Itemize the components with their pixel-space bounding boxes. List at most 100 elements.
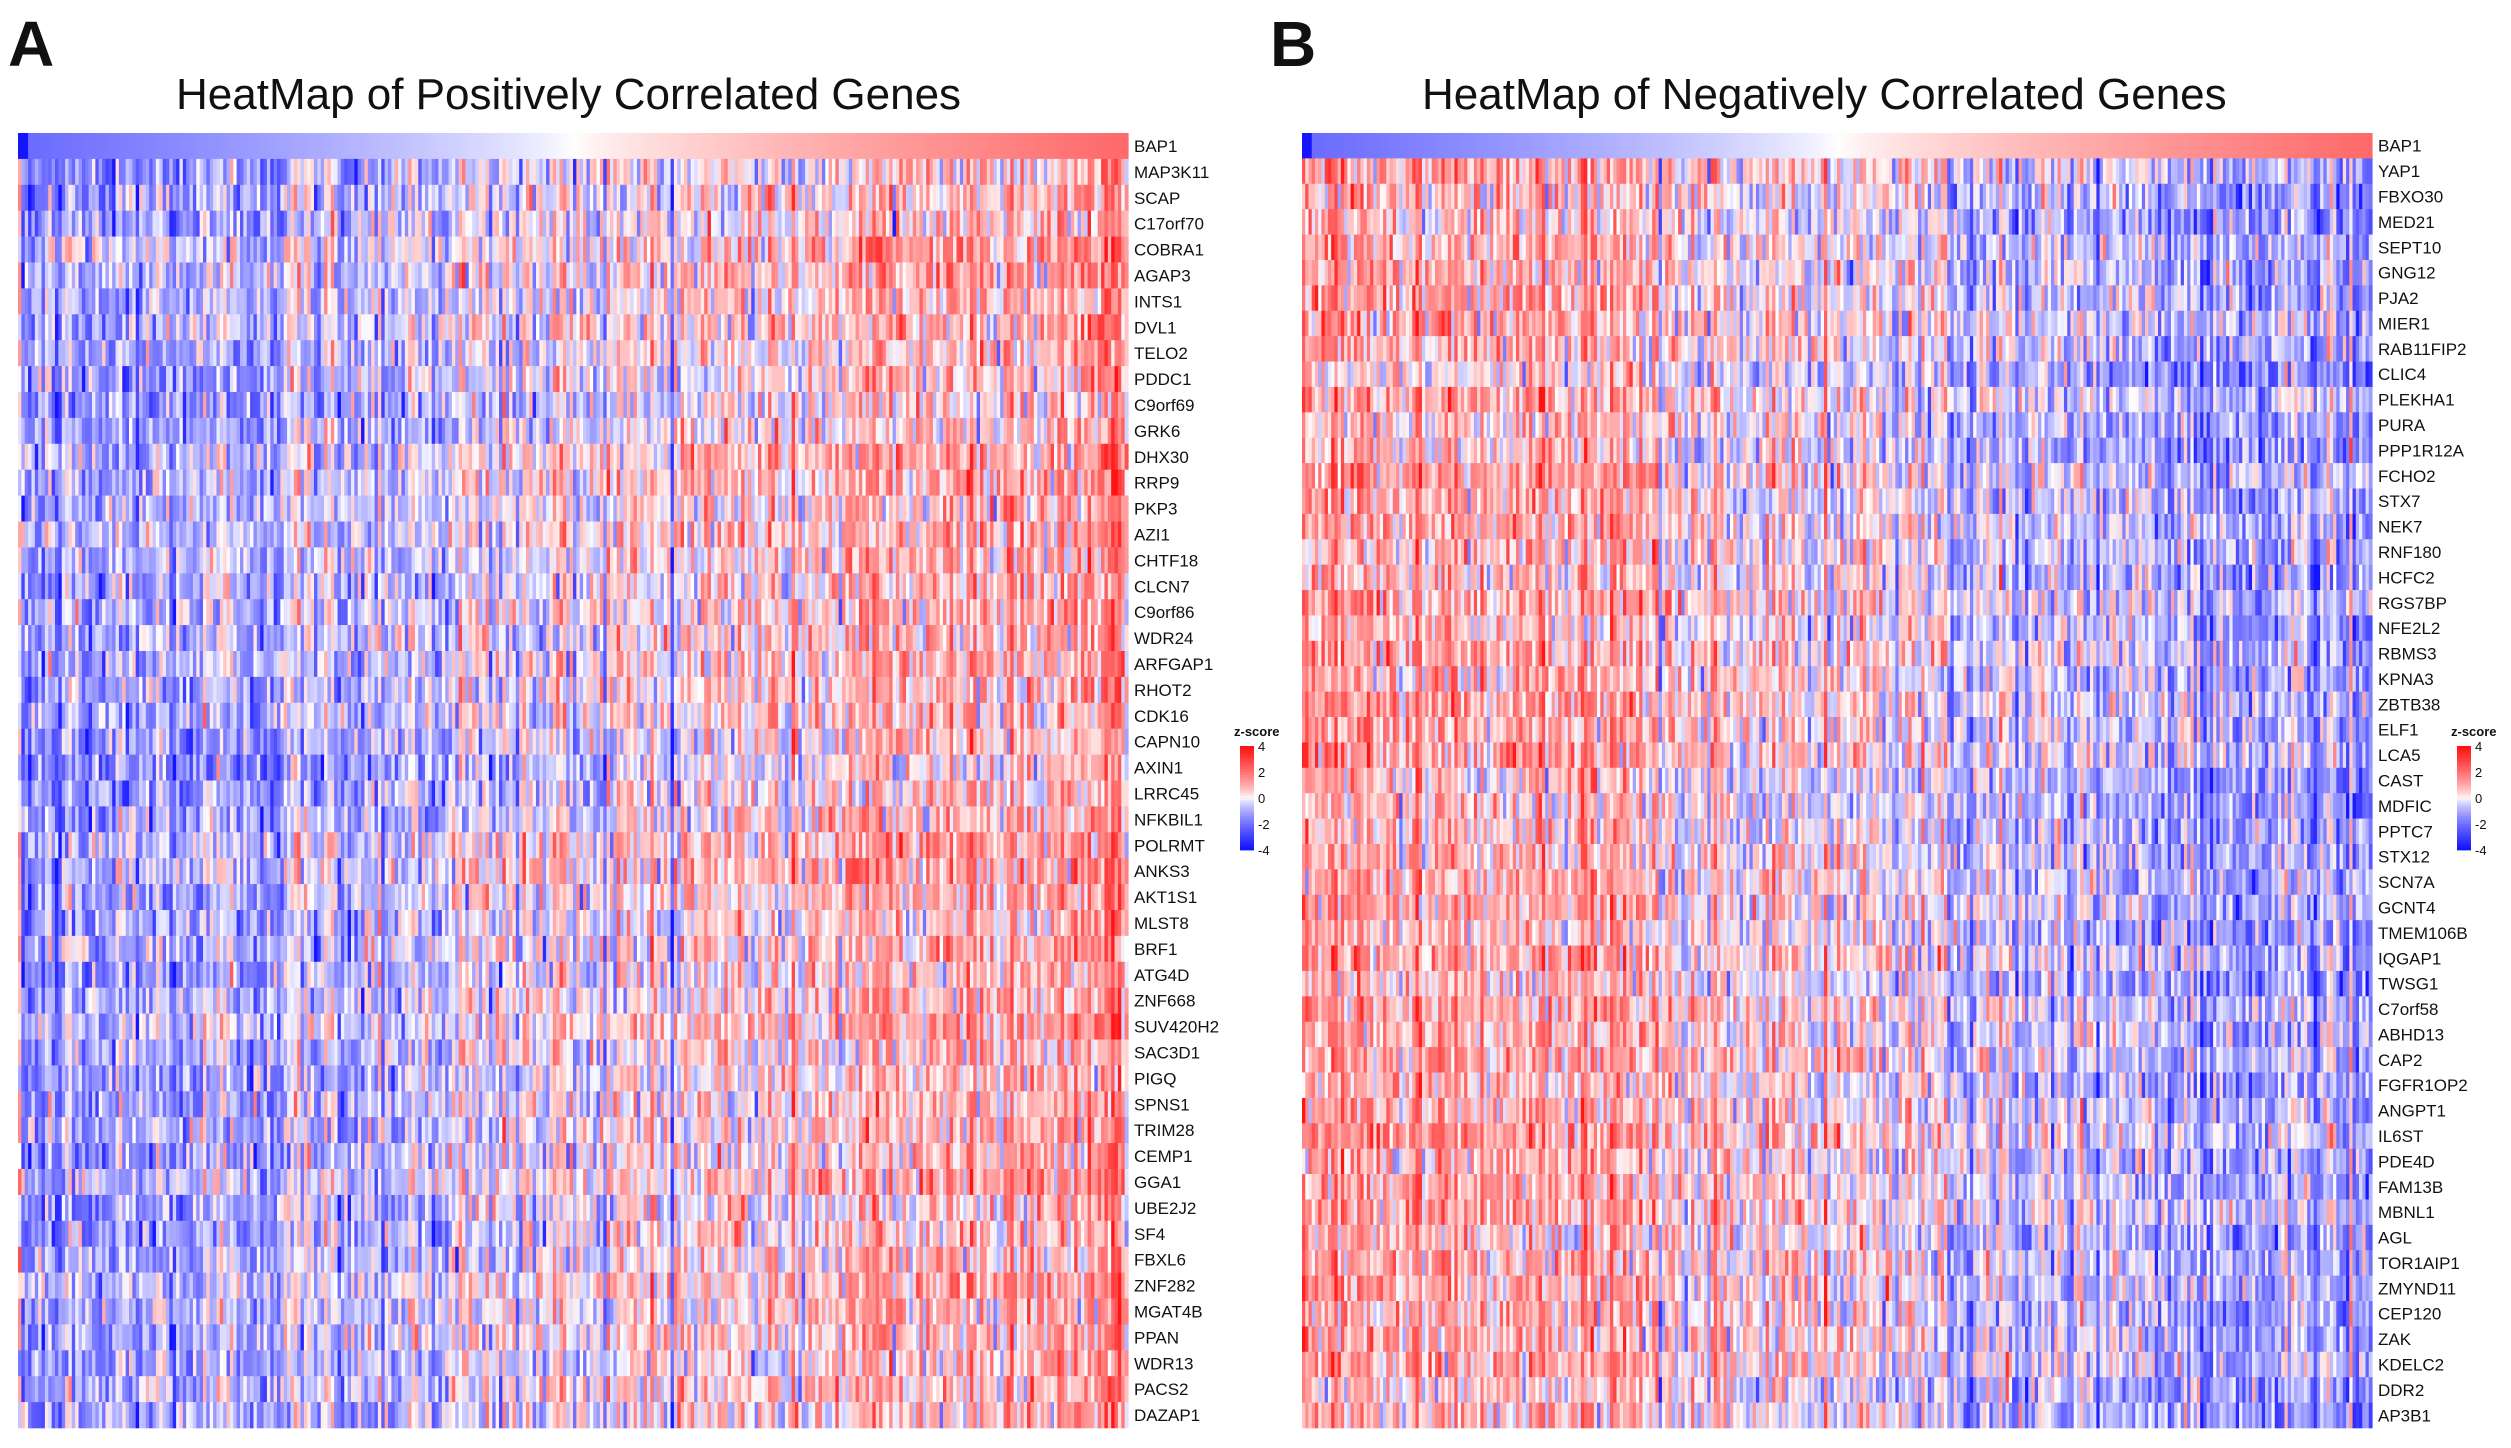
- heatmap-cell: [906, 210, 910, 237]
- heatmap-cell: [1107, 469, 1112, 496]
- heatmap-cell: [986, 469, 991, 496]
- heatmap-cell: [139, 340, 144, 367]
- annotation-cell: [28, 133, 33, 160]
- heatmap-cell: [166, 262, 170, 289]
- heatmap-cell: [1067, 417, 1072, 445]
- heatmap-cell: [92, 314, 96, 341]
- heatmap-cell: [996, 314, 1001, 341]
- heatmap-cell: [620, 184, 625, 211]
- heatmap-cell: [324, 288, 329, 315]
- heatmap-cell: [488, 495, 493, 522]
- heatmap-cell: [290, 288, 295, 315]
- heatmap-cell: [186, 366, 191, 393]
- heatmap-cell: [226, 469, 231, 496]
- heatmap-cell: [855, 288, 860, 315]
- heatmap-cell: [943, 314, 947, 341]
- heatmap-cell: [882, 314, 887, 341]
- heatmap-cell: [969, 495, 974, 522]
- heatmap-cell: [943, 495, 947, 522]
- heatmap-cell: [354, 262, 359, 289]
- heatmap-cell: [1074, 262, 1079, 289]
- heatmap-cell: [1117, 366, 1122, 393]
- heatmap-cell: [24, 314, 29, 341]
- heatmap-cell: [865, 392, 870, 419]
- heatmap-cell: [1117, 236, 1122, 263]
- heatmap-cell: [95, 158, 100, 186]
- heatmap-cell: [862, 184, 867, 211]
- annotation-cell: [448, 133, 453, 160]
- heatmap-cell: [78, 314, 83, 341]
- heatmap-cell: [892, 288, 897, 315]
- heatmap-cell: [882, 392, 887, 419]
- heatmap-cell: [38, 521, 43, 548]
- heatmap-cell: [727, 417, 732, 445]
- heatmap-cell: [1023, 392, 1028, 419]
- annotation-cell: [226, 133, 231, 160]
- annotation-cell: [852, 133, 857, 160]
- heatmap-cell: [583, 443, 588, 470]
- heatmap-cell: [401, 236, 406, 263]
- heatmap-cell: [542, 184, 547, 211]
- heatmap-cell: [408, 210, 413, 237]
- heatmap-cell: [724, 314, 729, 341]
- annotation-cell: [125, 133, 130, 160]
- heatmap-cell: [714, 184, 719, 211]
- heatmap-cell: [310, 314, 315, 341]
- heatmap-cell: [1080, 314, 1085, 341]
- heatmap-cell: [626, 469, 631, 496]
- heatmap-cell: [858, 288, 863, 315]
- annotation-cell: [791, 133, 796, 160]
- heatmap-cell: [351, 236, 355, 263]
- heatmap-cell: [623, 417, 628, 445]
- heatmap-cell: [172, 210, 177, 237]
- heatmap-cell: [845, 469, 850, 496]
- heatmap-cell: [169, 236, 174, 263]
- annotation-cell: [650, 133, 655, 160]
- heatmap-cell: [102, 443, 107, 470]
- heatmap-cell: [707, 314, 712, 341]
- heatmap-cell: [1006, 366, 1011, 393]
- heatmap-cell: [223, 495, 228, 522]
- heatmap-cell: [983, 495, 988, 522]
- heatmap-cell: [744, 262, 749, 289]
- heatmap-cell: [899, 184, 904, 211]
- heatmap-cell: [260, 158, 265, 186]
- heatmap-cell: [872, 158, 877, 186]
- heatmap-cell: [404, 443, 409, 470]
- heatmap-cell: [347, 210, 352, 237]
- heatmap-cell: [838, 314, 843, 341]
- heatmap-cell: [236, 469, 241, 496]
- heatmap-cell: [919, 288, 924, 315]
- heatmap-cell: [522, 366, 527, 393]
- heatmap-cell: [1000, 392, 1005, 419]
- heatmap-cell: [1013, 340, 1018, 367]
- heatmap-cell: [95, 443, 100, 470]
- heatmap-cell: [684, 443, 688, 470]
- heatmap-cell: [922, 184, 927, 211]
- heatmap-cell: [374, 262, 379, 289]
- heatmap-cell: [764, 443, 769, 470]
- heatmap-cell: [781, 288, 786, 315]
- annotation-cell: [293, 133, 298, 160]
- heatmap-cell: [673, 262, 678, 289]
- heatmap-cell: [377, 158, 382, 186]
- heatmap-cell: [936, 184, 941, 211]
- heatmap-cell: [660, 236, 665, 263]
- heatmap-cell: [115, 184, 120, 211]
- heatmap-cell: [374, 236, 379, 263]
- heatmap-cell: [963, 184, 968, 211]
- heatmap-cell: [556, 184, 561, 211]
- heatmap-cell: [922, 495, 927, 522]
- heatmap-cell: [398, 495, 403, 522]
- heatmap-cell: [478, 288, 483, 315]
- heatmap-cell: [707, 469, 712, 496]
- heatmap-cell: [81, 314, 86, 341]
- annotation-cell: [741, 133, 746, 160]
- heatmap-cell: [226, 158, 231, 186]
- heatmap-cell: [344, 495, 349, 522]
- heatmap-cell: [324, 236, 329, 263]
- heatmap-cell: [993, 210, 998, 237]
- heatmap-cell: [751, 469, 756, 496]
- heatmap-cell: [556, 469, 561, 496]
- heatmap-cell: [630, 288, 635, 315]
